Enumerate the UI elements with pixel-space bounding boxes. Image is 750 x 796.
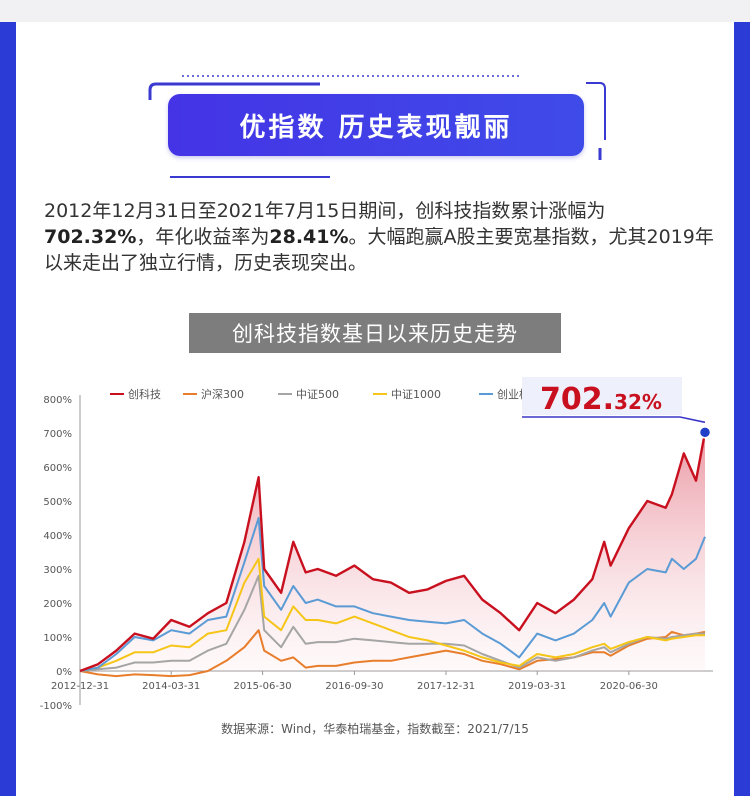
x-tick-label: 2015-06-30 — [234, 681, 292, 692]
legend-label: 创科技 — [128, 387, 161, 401]
frame-right-line — [586, 82, 606, 140]
series-line-1 — [79, 629, 706, 678]
chart-title-box: 创科技指数基日以来历史走势 — [189, 313, 561, 353]
intro-cum-return: 702.32% — [44, 226, 137, 248]
end-point-marker — [698, 426, 712, 439]
y-tick-label: 500% — [43, 497, 72, 508]
x-tick-label: 2019-03-31 — [508, 681, 566, 692]
main-series-area — [80, 432, 705, 671]
performance-chart: -100% 0% 100% 200% 300% 400% 500% 600% 700% 800% 2… — [40, 377, 713, 712]
legend-label: 沪深300 — [201, 387, 244, 401]
x-tick-label: 2017-12-31 — [417, 681, 475, 692]
y-tick-label: 300% — [43, 565, 72, 576]
callout-line — [522, 416, 706, 424]
frame-top-left-line — [148, 82, 320, 100]
y-tick-label: -100% — [40, 701, 72, 712]
callout-box — [522, 377, 682, 415]
banner-frame — [148, 75, 606, 178]
y-tick-label: 400% — [43, 531, 72, 542]
legend-label: 中证500 — [296, 388, 339, 401]
y-tick-label: 0% — [56, 667, 72, 678]
intro-annual-return: 28.41% — [269, 226, 349, 248]
y-tick-label: 100% — [43, 633, 72, 644]
callout-value: 702.32% — [540, 382, 662, 417]
x-tick-label: 2016-09-30 — [325, 681, 383, 692]
legend-label: 中证1000 — [391, 388, 441, 401]
headline-title: 优指数 历史表现靓丽 — [239, 112, 513, 143]
series-line-0 — [79, 432, 707, 673]
x-tick-label: 2020-06-30 — [600, 681, 658, 692]
x-tick-label: 2014-03-31 — [142, 681, 200, 692]
intro-text-2: ，年化收益率为 — [136, 226, 270, 248]
y-tick-label: 200% — [43, 599, 72, 610]
x-tick-label: 2012-12-31 — [51, 681, 109, 692]
intro-text-1: 2012年12月31日至2021年7月15日期间，创科技指数累计涨幅为 — [44, 200, 606, 222]
intro-paragraph: 2012年12月31日至2021年7月15日期间，创科技指数累计涨幅为 702.3… — [44, 198, 714, 276]
headline-banner: 优指数 历史表现靓丽 — [168, 94, 584, 156]
y-tick-label: 700% — [43, 429, 72, 440]
y-tick-label: 600% — [43, 463, 72, 474]
top-band — [0, 0, 750, 22]
y-tick-label: 800% — [43, 395, 72, 406]
data-source-note: 数据来源：Wind，华泰柏瑞基金，指数截至：2021/7/15 — [221, 722, 529, 736]
series-line-4 — [79, 517, 706, 672]
series-line-2 — [79, 574, 705, 672]
intro-text-3: 。大幅跑赢A股主要宽基指数，尤其2019年以来走出了独立行情，历史表现突出。 — [44, 226, 714, 274]
series-line-3 — [79, 557, 705, 672]
chart-title: 创科技指数基日以来历史走势 — [232, 322, 518, 346]
